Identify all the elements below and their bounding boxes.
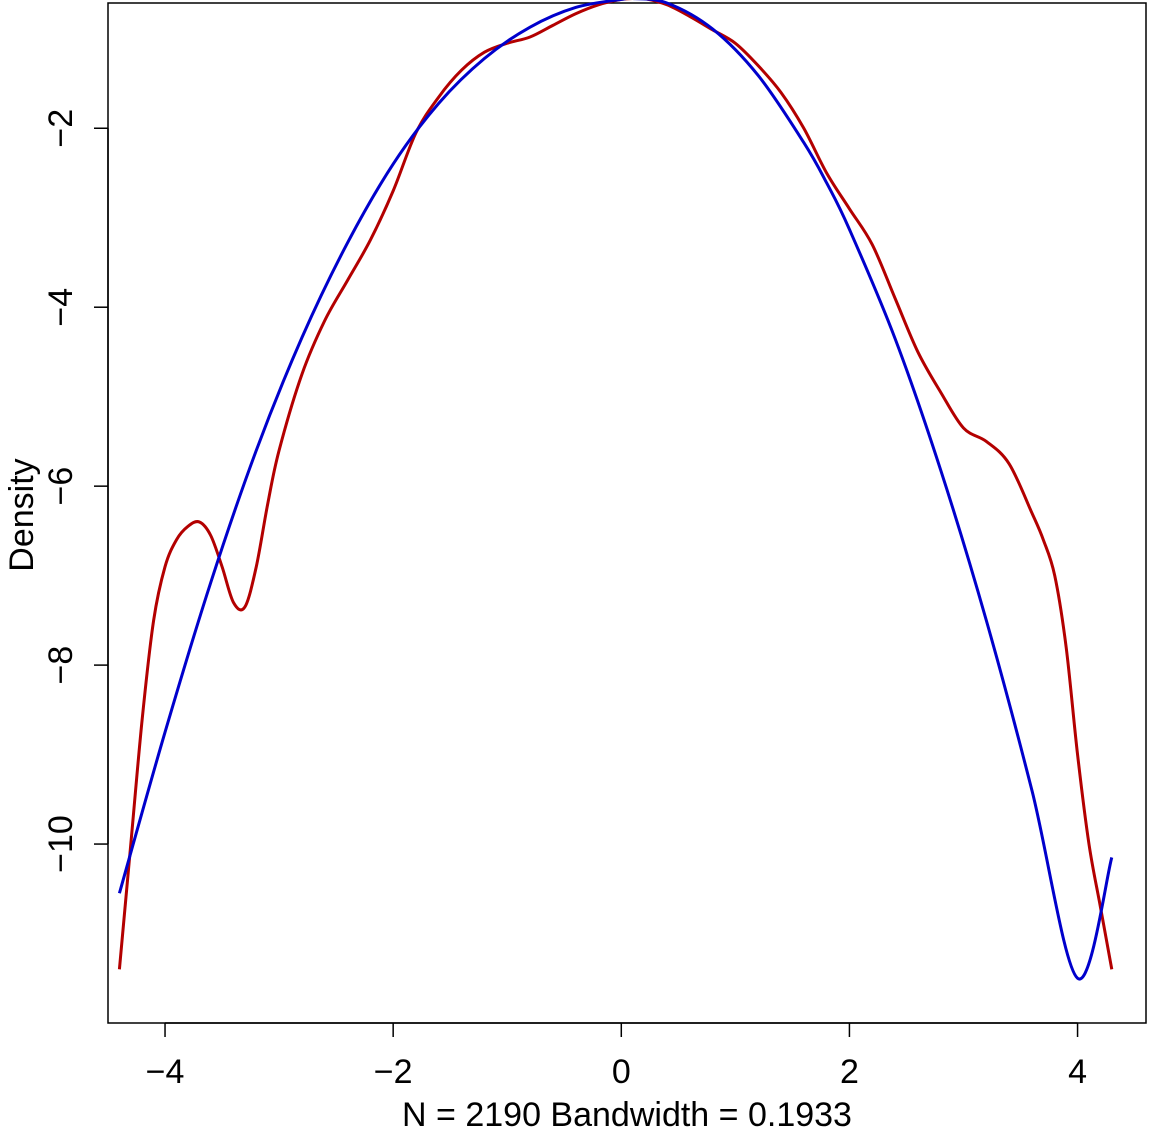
x-tick-label: −4 (146, 1053, 185, 1091)
plot-frame (107, 2, 1147, 1024)
y-tick-label: −6 (42, 467, 80, 506)
y-tick-label: −2 (42, 109, 80, 148)
x-tick-label: 4 (1068, 1053, 1087, 1091)
x-tick-label: 2 (840, 1053, 859, 1091)
density-series-line (117, 0, 1114, 970)
x-tick-label: 0 (612, 1053, 631, 1091)
y-axis-label: Density (3, 458, 41, 571)
x-axis-label: N = 2190 Bandwidth = 0.1933 (402, 1096, 852, 1133)
x-axis: −4 −2 0 2 4 (146, 1022, 1087, 1091)
x-tick-label: −2 (374, 1053, 413, 1091)
fitted-series-line (117, 0, 1114, 981)
y-tick-label: −8 (42, 646, 80, 685)
y-axis: −10 −8 −6 −4 −2 (42, 109, 109, 873)
series-layer (117, 0, 1114, 981)
y-tick-label: −10 (42, 815, 80, 873)
y-tick-label: −4 (42, 288, 80, 327)
